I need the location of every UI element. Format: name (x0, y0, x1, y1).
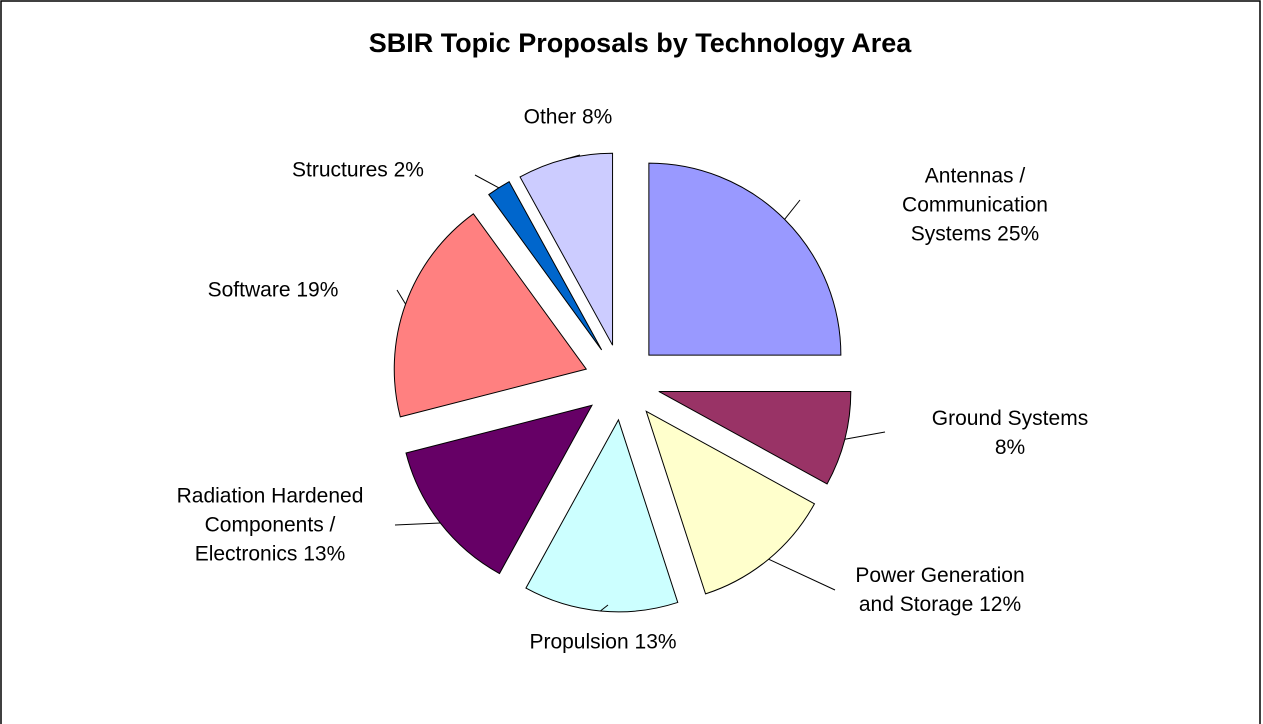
slice-label: Ground Systems 8% (925, 404, 1095, 462)
pie-slice (519, 152, 614, 346)
category-name: Antennas / Communication Systems (902, 164, 1048, 246)
slice-label: Structures 2% (248, 156, 468, 185)
slice-label: Software 19% (158, 276, 388, 305)
leader-line (564, 154, 581, 160)
leader-line (394, 522, 441, 526)
category-name: Structures (292, 158, 388, 182)
category-name: Software (207, 278, 291, 302)
pie-slice (648, 162, 842, 356)
chart-title: SBIR Topic Proposals by Technology Area (369, 28, 913, 58)
pie-slice (525, 418, 679, 613)
slice-label: Propulsion 13% (483, 628, 723, 657)
value-label: 25% (997, 222, 1040, 246)
pie-slice (645, 410, 816, 595)
leader-line (396, 289, 407, 305)
slice-label: Power Generation and Storage 12% (845, 561, 1035, 619)
value-label: 12% (979, 593, 1022, 616)
slice-label: Antennas / Communication Systems 25% (875, 162, 1075, 249)
leader-line (600, 604, 609, 612)
slice-label: Other 8% (488, 103, 648, 132)
slice-label: Radiation Hardened Components / Electron… (155, 482, 385, 569)
leader-line (844, 431, 886, 440)
value-label: 19% (296, 278, 339, 302)
category-name: Ground Systems (931, 407, 1089, 430)
pie-slice (658, 390, 852, 485)
category-name: Radiation Hardened Components / Electron… (176, 484, 364, 566)
value-label: 13% (303, 542, 346, 566)
leader-line (768, 558, 836, 591)
category-name: Other (523, 105, 577, 129)
leader-line (784, 199, 801, 220)
pie-slice (393, 213, 588, 418)
value-label: 2% (393, 158, 424, 182)
category-name: Power Generation and Storage (855, 564, 1025, 616)
pie-slice (488, 180, 603, 351)
value-label: 8% (994, 436, 1026, 459)
category-name: Propulsion (529, 630, 629, 654)
value-label: 13% (634, 630, 677, 654)
value-label: 8% (582, 105, 613, 129)
leader-line (474, 174, 499, 189)
